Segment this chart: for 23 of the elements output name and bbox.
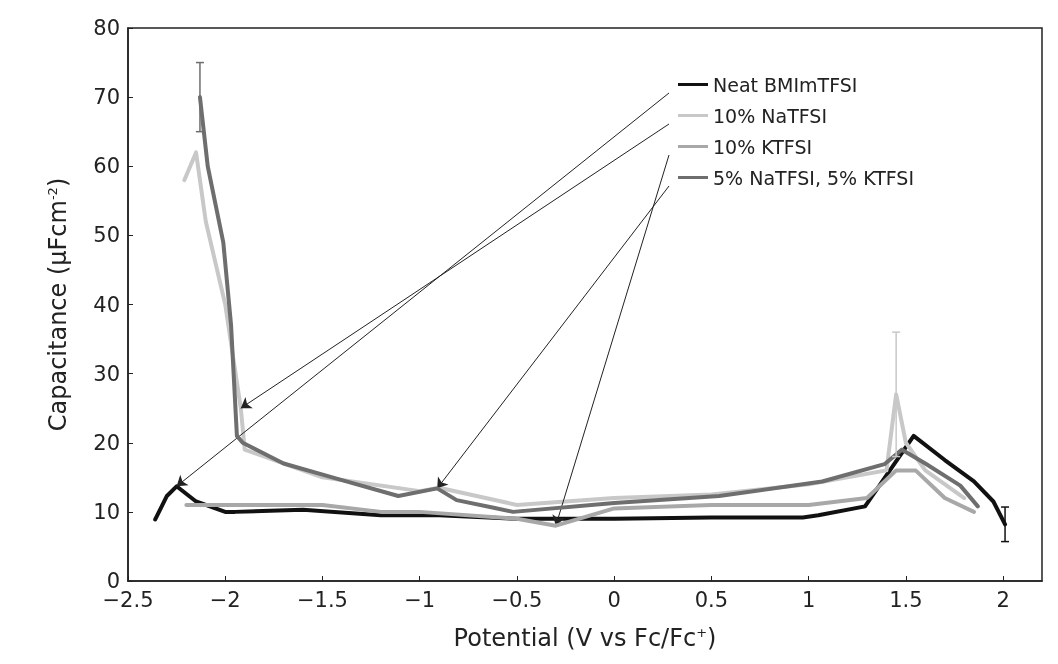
x-tick-label: 1.5: [889, 587, 923, 612]
y-tick-label: 40: [93, 292, 120, 317]
x-tick-label: 0: [607, 587, 621, 612]
y-tick-label: 80: [93, 16, 120, 40]
y-tick-label: 50: [93, 223, 120, 248]
y-tick-label: 10: [93, 499, 120, 524]
y-tick-label: 70: [93, 85, 120, 110]
x-axis-title: Potential (V vs Fc/Fc+): [453, 624, 717, 652]
y-tick-label: 20: [93, 430, 120, 455]
y-axis-title: Capacitance (µFcm-2): [44, 177, 72, 432]
y-tick-label: 30: [93, 361, 120, 386]
x-tick-label: −0.5: [491, 587, 543, 612]
legend-label: 10% KTFSI: [713, 135, 813, 158]
x-tick-label: 1: [801, 587, 816, 612]
x-tick-label: −2: [209, 587, 241, 612]
x-tick-label: −1.5: [296, 587, 348, 612]
legend-label: 5% NaTFSI, 5% KTFSI: [713, 166, 915, 189]
x-tick-label: 0.5: [694, 587, 729, 612]
x-tick-label: 2: [996, 587, 1010, 612]
legend-label: Neat BMImTFSI: [713, 73, 858, 96]
legend-label: 10% NaTFSI: [713, 104, 827, 127]
y-tick-label: 60: [93, 154, 120, 179]
x-tick-label: −1: [404, 587, 436, 612]
